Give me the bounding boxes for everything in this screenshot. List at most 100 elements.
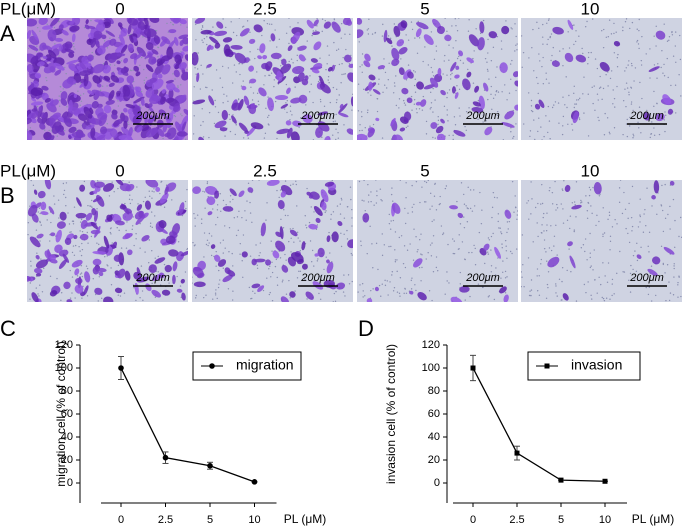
pore [492, 97, 495, 100]
pore [357, 83, 360, 85]
pore [437, 115, 439, 118]
y-tick-label: 100 [422, 362, 440, 374]
pore [367, 28, 370, 30]
cell [35, 273, 42, 277]
pore [453, 240, 455, 242]
pore [36, 105, 39, 108]
pore [212, 208, 214, 210]
pore [580, 199, 582, 202]
y-tick-label: 0 [434, 477, 440, 489]
pore [413, 84, 416, 87]
pore [90, 235, 93, 238]
pore [364, 295, 366, 297]
pore [618, 187, 621, 189]
pore [674, 246, 676, 249]
pore [208, 242, 210, 244]
pore [583, 76, 585, 78]
pore [211, 89, 213, 91]
pore [249, 212, 252, 214]
pore [613, 52, 616, 54]
pore [452, 138, 454, 140]
cell [44, 180, 52, 190]
cell [181, 292, 186, 301]
cell [39, 123, 46, 130]
pore [660, 205, 663, 207]
pore [636, 39, 639, 42]
cell [66, 299, 73, 302]
pore [297, 22, 299, 24]
cell [134, 210, 145, 220]
pore [649, 77, 651, 79]
pore [259, 252, 261, 254]
pore [133, 130, 135, 132]
pore [417, 249, 419, 251]
pore [57, 199, 60, 201]
scale-bar-label: 200μm [629, 272, 664, 284]
pore [157, 56, 159, 58]
pore [323, 268, 325, 271]
cell [50, 18, 60, 27]
pore [321, 18, 324, 20]
pore [642, 231, 645, 233]
pore [571, 123, 573, 125]
cell [575, 54, 587, 63]
dose-label: 2.5 [253, 161, 277, 180]
pore [349, 33, 351, 36]
pore [532, 28, 534, 31]
pore [581, 201, 583, 203]
pore [389, 281, 391, 283]
cell [254, 258, 266, 263]
pore [627, 64, 629, 66]
cell [146, 127, 158, 138]
cell [54, 69, 62, 76]
pore [37, 211, 39, 213]
pore [473, 205, 476, 207]
pore [340, 197, 343, 200]
pore [110, 284, 113, 286]
cell [83, 73, 89, 87]
pore [80, 272, 83, 274]
pore [259, 242, 262, 244]
pore [346, 229, 348, 232]
pore [562, 65, 564, 67]
pore [173, 114, 176, 117]
cell [99, 126, 108, 135]
pore [626, 87, 629, 89]
pore [110, 267, 112, 269]
pore [679, 34, 681, 37]
pore [535, 76, 538, 79]
pore [427, 180, 429, 182]
pore [416, 251, 418, 253]
pore [309, 240, 312, 242]
pore [550, 249, 553, 252]
cell [150, 93, 159, 102]
pore [144, 196, 146, 199]
cell [95, 134, 106, 140]
pore [206, 181, 209, 183]
cell [444, 34, 452, 42]
legend-label: invasion [571, 357, 622, 373]
pore [368, 18, 370, 21]
cell [136, 276, 150, 283]
cell [115, 180, 124, 186]
pore [377, 83, 380, 85]
cell [454, 92, 459, 99]
cell [265, 259, 272, 266]
pore [484, 262, 486, 265]
pore [396, 291, 399, 293]
cell [129, 34, 134, 44]
cell [567, 19, 574, 30]
pore [505, 250, 508, 252]
pore [351, 280, 353, 283]
pore [151, 282, 153, 285]
cell [315, 217, 321, 223]
pore [599, 86, 602, 88]
pore [141, 290, 144, 292]
cell [459, 286, 470, 293]
pore [390, 245, 392, 248]
micrograph [521, 18, 682, 140]
pore [514, 195, 516, 197]
pore [458, 18, 460, 19]
pore [556, 203, 558, 206]
pore [298, 270, 300, 273]
